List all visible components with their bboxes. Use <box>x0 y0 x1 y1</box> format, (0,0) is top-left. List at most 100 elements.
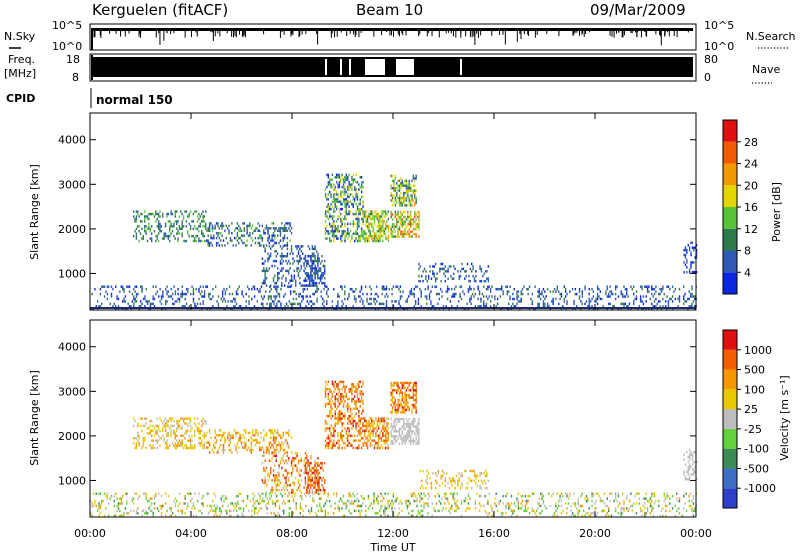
heatmap-cell <box>173 444 174 446</box>
heatmap-cell <box>371 237 372 239</box>
heatmap-cell <box>237 444 238 446</box>
heatmap-cell <box>197 228 198 230</box>
heatmap-cell <box>173 500 174 502</box>
heatmap-cell <box>212 230 213 232</box>
heatmap-cell <box>334 502 335 504</box>
heatmap-cell <box>239 230 240 232</box>
heatmap-cell <box>309 477 310 479</box>
heatmap-cell <box>208 295 209 297</box>
heatmap-cell <box>335 225 336 227</box>
heatmap-cell <box>191 235 192 237</box>
heatmap-cell <box>179 232 180 234</box>
heatmap-cell <box>440 475 441 477</box>
heatmap-cell <box>579 295 580 297</box>
heatmap-cell <box>275 288 276 290</box>
heatmap-cell <box>158 213 159 215</box>
heatmap-cell <box>455 285 456 287</box>
heatmap-cell <box>300 293 301 295</box>
heatmap-cell <box>277 512 278 514</box>
heatmap-cell <box>245 244 246 246</box>
heatmap-cell <box>320 275 321 277</box>
heatmap-cell <box>304 492 305 494</box>
heatmap-cell <box>284 484 285 486</box>
heatmap-cell <box>277 293 278 295</box>
heatmap-cell <box>292 262 293 264</box>
heatmap-cell <box>690 261 691 263</box>
heatmap-cell <box>312 245 313 247</box>
heatmap-cell <box>202 295 203 297</box>
heatmap-cell <box>233 244 234 246</box>
heatmap-cell <box>407 185 408 187</box>
heatmap-cell <box>392 440 393 442</box>
heatmap-cell <box>322 510 323 512</box>
heatmap-cell <box>147 500 148 502</box>
heatmap-cell <box>360 208 361 210</box>
heatmap-cell <box>607 288 608 290</box>
heatmap-cell <box>609 285 610 287</box>
heatmap-cell <box>175 444 176 446</box>
heatmap-cell <box>278 277 279 279</box>
heatmap-cell <box>393 226 394 228</box>
heatmap-cell <box>190 210 191 212</box>
heatmap-cell <box>298 303 299 305</box>
heatmap-cell <box>193 293 194 295</box>
heatmap-cell <box>434 273 435 275</box>
heatmap-cell <box>158 232 159 234</box>
heatmap-cell <box>263 270 264 272</box>
heatmap-cell <box>459 295 460 297</box>
heatmap-cell <box>222 300 223 302</box>
heatmap-cell <box>354 395 355 397</box>
heatmap-cell <box>316 462 317 464</box>
heatmap-cell <box>310 486 311 488</box>
heatmap-cell <box>368 425 369 427</box>
heatmap-cell <box>332 179 333 181</box>
heatmap-cell <box>355 237 356 239</box>
heatmap-cell <box>351 386 352 388</box>
heatmap-cell <box>301 495 302 497</box>
heatmap-cell <box>452 293 453 295</box>
heatmap-cell <box>582 295 583 297</box>
heatmap-cell <box>325 215 326 217</box>
heatmap-cell <box>365 218 366 220</box>
heatmap-cell <box>392 199 393 201</box>
heatmap-cell <box>432 273 433 275</box>
heatmap-cell <box>289 507 290 509</box>
heatmap-cell <box>687 298 688 300</box>
heatmap-cell <box>366 293 367 295</box>
heatmap-cell <box>415 442 416 444</box>
heatmap-cell <box>317 462 318 464</box>
heatmap-cell <box>301 460 302 462</box>
heatmap-cell <box>133 425 134 427</box>
heatmap-cell <box>314 491 315 493</box>
heatmap-cell <box>319 464 320 466</box>
heatmap-cell <box>234 237 235 239</box>
heatmap-cell <box>434 285 435 287</box>
heatmap-cell <box>162 435 163 437</box>
heatmap-cell <box>309 484 310 486</box>
heatmap-cell <box>152 303 153 305</box>
heatmap-cell <box>262 482 263 484</box>
heatmap-cell <box>364 439 365 441</box>
heatmap-cell <box>239 285 240 287</box>
heatmap-cell <box>319 277 320 279</box>
heatmap-cell <box>291 491 292 493</box>
heatmap-cell <box>346 386 347 388</box>
heatmap-cell <box>252 449 253 451</box>
heatmap-cell <box>287 255 288 257</box>
heatmap-cell <box>643 303 644 305</box>
heatmap-cell <box>240 507 241 509</box>
heatmap-cell <box>347 201 348 203</box>
heatmap-cell <box>339 395 340 397</box>
heatmap-cell <box>409 433 410 435</box>
heatmap-cell <box>337 505 338 507</box>
heatmap-cell <box>363 210 364 212</box>
heatmap-cell <box>558 303 559 305</box>
heatmap-cell <box>329 181 330 183</box>
heatmap-cell <box>365 240 366 242</box>
heatmap-cell <box>269 245 270 247</box>
heatmap-cell <box>259 495 260 497</box>
heatmap-cell <box>251 441 252 443</box>
heatmap-cell <box>364 230 365 232</box>
heatmap-cell <box>276 432 277 434</box>
heatmap-cell <box>157 417 158 419</box>
